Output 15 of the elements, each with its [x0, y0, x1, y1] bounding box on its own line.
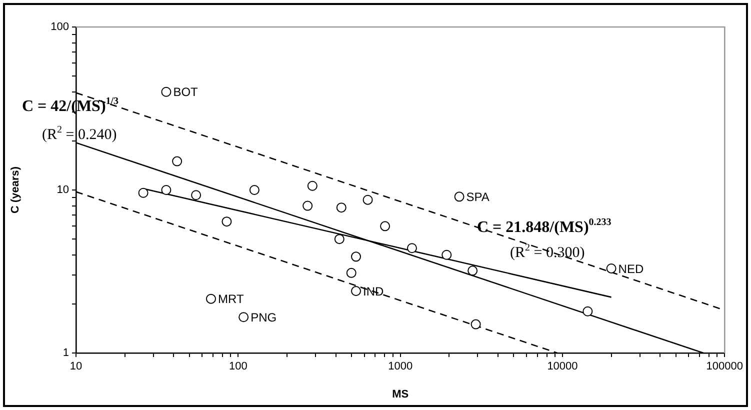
- x-tick-label: 100000: [706, 360, 744, 373]
- x-tick-label: 10000: [547, 360, 578, 373]
- y-tick-label: 100: [50, 21, 69, 34]
- annotation: SPA: [466, 190, 490, 204]
- x-tick-label: 10: [70, 360, 82, 373]
- x-tick-label: 1000: [388, 360, 413, 373]
- y-tick-label: 1: [62, 347, 69, 360]
- annotation: NED: [618, 262, 644, 276]
- annotation: BOT: [173, 85, 199, 100]
- x-tick-label: 100: [228, 360, 248, 373]
- x-axis-title: MS: [392, 388, 409, 400]
- y-axis-title: C (years): [10, 166, 22, 214]
- y-tick-label: 10: [56, 184, 69, 196]
- annotation: PNG: [250, 310, 277, 324]
- annotation: MRT: [218, 292, 244, 306]
